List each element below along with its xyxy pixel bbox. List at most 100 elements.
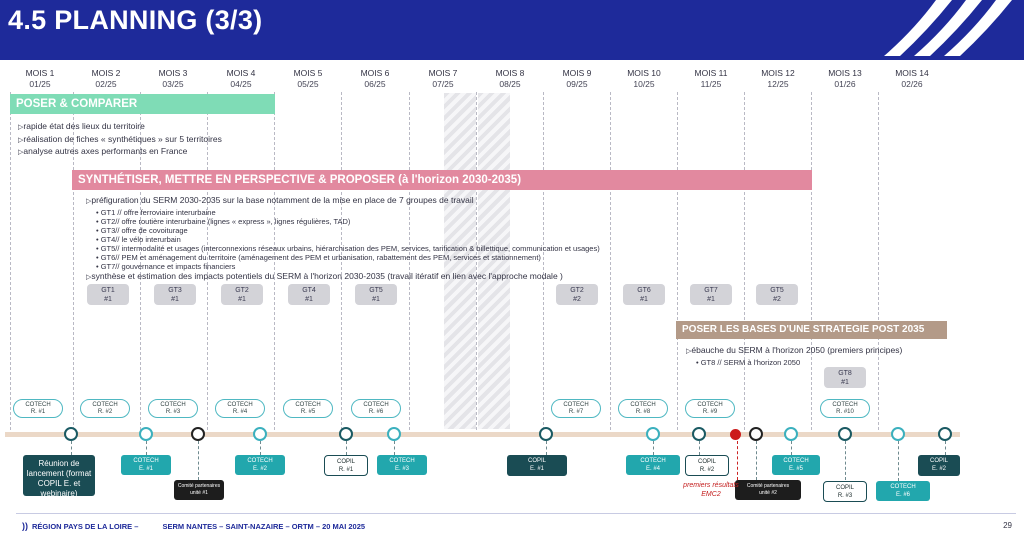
event-number: unité #1 (190, 489, 208, 496)
emc2-connector-line (737, 441, 738, 480)
milestone-node[interactable] (387, 427, 401, 441)
working-group-item: GT3// offre de covoiturage (86, 226, 600, 235)
month-header: MOIS 11 11/25 (681, 68, 741, 90)
event-number: R. #1 (338, 466, 354, 473)
event-label: COPIL (527, 458, 546, 464)
event-number: E. #6 (895, 491, 910, 498)
bullet-item: rapide état des lieux du territoire (18, 121, 222, 134)
milestone-node[interactable] (938, 427, 952, 441)
month-label: MOIS 11 (694, 68, 728, 78)
pill-number: R. #4 (232, 409, 248, 415)
month-separator (744, 92, 745, 430)
bullet-item: réalisation de fiches « synthétiques » s… (18, 134, 221, 147)
event-label: COPIL (835, 485, 854, 491)
milestone-node[interactable] (784, 427, 798, 441)
copil-e2-box[interactable]: COPIL E. #2 (918, 455, 960, 476)
bullet-item: analyse autres axes performants en Franc… (18, 146, 222, 159)
gt-box: GT7 #1 (690, 284, 732, 305)
event-label: Comité partenaires (746, 483, 790, 489)
comite-partenaires-1-box[interactable]: Comité partenaires unité #1 (174, 480, 224, 500)
milestone-node[interactable] (891, 427, 905, 441)
milestone-node[interactable] (692, 427, 706, 441)
cotech-r-pill: COTECH R. #9 (685, 399, 735, 418)
event-label: COTECH (133, 458, 159, 464)
gt-number: #1 (372, 296, 380, 303)
pill-label: COTECH (363, 402, 389, 408)
month-label: MOIS 3 (158, 68, 188, 78)
gt-number: #1 (640, 296, 648, 303)
month-date: 01/26 (834, 79, 856, 89)
month-separator (811, 92, 812, 430)
cotech-r-pill: COTECH R. #10 (820, 399, 870, 418)
gt-box: GT2 #1 (221, 284, 263, 305)
copil-r3-box[interactable]: COPIL R. #3 (823, 481, 867, 502)
cotech-e4-box[interactable]: COTECH E. #4 (626, 455, 680, 475)
launch-meeting-box[interactable]: Réunion de lancement (format COPIL E. et… (23, 455, 95, 498)
event-number: E. #5 (788, 465, 803, 472)
month-date: 11/25 (700, 79, 722, 89)
month-label: MOIS 10 (627, 68, 661, 78)
gt-name: GT5 (369, 287, 383, 294)
milestone-node[interactable] (646, 427, 660, 441)
month-label: MOIS 1 (25, 68, 55, 78)
month-header: MOIS 13 01/26 (815, 68, 875, 90)
month-date: 02/26 (901, 79, 923, 89)
copil-r1-box[interactable]: COPIL R. #1 (324, 455, 368, 476)
milestone-node[interactable] (539, 427, 553, 441)
cotech-e6-box[interactable]: COTECH E. #6 (876, 481, 930, 501)
milestone-node[interactable] (749, 427, 763, 441)
working-group-item: GT5// intermodalité et usages (interconn… (86, 244, 600, 253)
comite-partenaires-2-box[interactable]: Comité partenaires unité #2 (735, 480, 801, 500)
pill-number: R. #9 (702, 409, 718, 415)
footer-project: SERM NANTES – SAINT-NAZAIRE – ORTM – 20 … (162, 522, 366, 531)
month-label: MOIS 12 (761, 68, 795, 78)
month-separator (878, 92, 879, 430)
working-group-item: GT2// offre routière interurbaine (ligne… (86, 217, 600, 226)
month-header: MOIS 3 03/25 (143, 68, 203, 90)
pill-label: COTECH (25, 402, 51, 408)
pill-label: COTECH (92, 402, 118, 408)
pill-number: R. #8 (635, 409, 651, 415)
gt-number: #1 (707, 296, 715, 303)
month-header: MOIS 9 09/25 (547, 68, 607, 90)
milestone-node[interactable] (139, 427, 153, 441)
footer-region: RÉGION PAYS DE LA LOIRE – (32, 522, 139, 531)
cotech-e1-box[interactable]: COTECH E. #1 (121, 455, 171, 475)
milestone-node[interactable] (253, 427, 267, 441)
cotech-r-pill: COTECH R. #5 (283, 399, 333, 418)
gt-number: #1 (171, 296, 179, 303)
emc2-red-dot[interactable] (730, 429, 741, 440)
milestone-node[interactable] (838, 427, 852, 441)
connector-line (653, 441, 654, 455)
month-date: 02/25 (95, 79, 117, 89)
footer-logo-mark: )) (22, 521, 28, 531)
connector-line (945, 441, 946, 455)
copil-r2-box[interactable]: COPIL R. #2 (685, 455, 729, 476)
connector-line (198, 441, 199, 480)
cotech-e3-box[interactable]: COTECH E. #3 (377, 455, 427, 475)
month-date: 09/25 (566, 79, 588, 89)
milestone-node[interactable] (339, 427, 353, 441)
gt-box: GT3 #1 (154, 284, 196, 305)
copil-e1-box[interactable]: COPIL E. #1 (507, 455, 567, 476)
event-number: R. #3 (837, 492, 853, 499)
month-date: 07/25 (432, 79, 454, 89)
event-label: COTECH (890, 484, 916, 490)
cotech-e5-box[interactable]: COTECH E. #5 (772, 455, 820, 475)
poser-bullets: rapide état des lieux du territoire réal… (18, 121, 222, 159)
working-group-item: GT4// le vélo interurbain (86, 235, 600, 244)
cotech-e2-box[interactable]: COTECH E. #2 (235, 455, 285, 475)
gt-name: GT8 (838, 370, 852, 377)
milestone-node[interactable] (191, 427, 205, 441)
emc2-results-note: premiers résultats EMC2 (683, 482, 739, 498)
milestone-node[interactable] (64, 427, 78, 441)
cotech-r-pill: COTECH R. #6 (351, 399, 401, 418)
launch-meeting-label: Réunion de lancement (format COPIL E. et… (26, 459, 92, 498)
gt-box: GT4 #1 (288, 284, 330, 305)
month-header: MOIS 2 02/25 (76, 68, 136, 90)
month-header: MOIS 10 10/25 (614, 68, 674, 90)
month-header: MOIS 8 08/25 (480, 68, 540, 90)
event-number: unité #2 (759, 489, 777, 496)
month-label: MOIS 4 (226, 68, 256, 78)
working-group-item: GT8 // SERM à l'horizon 2050 (686, 358, 902, 367)
